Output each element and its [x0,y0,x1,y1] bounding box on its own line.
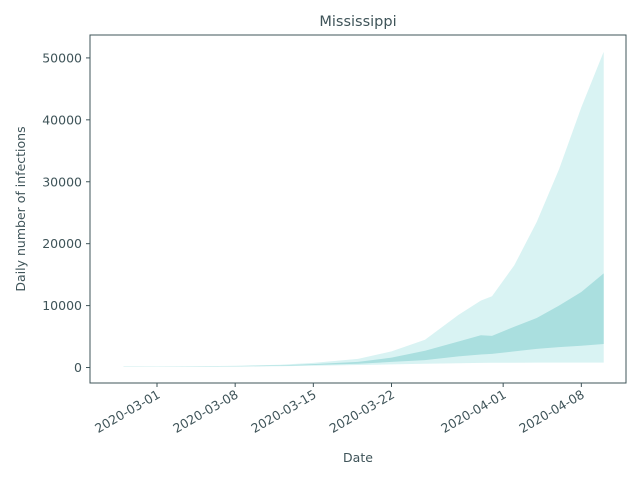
bands [123,51,604,367]
y-tick-label: 50000 [42,50,82,65]
y-tick-label: 30000 [42,174,82,189]
interval-band-1 [123,51,604,367]
x-tick-label: 2020-04-01 [438,387,508,436]
x-axis-label: Date [343,450,373,465]
axes [89,34,627,384]
y-tick-label: 40000 [42,112,82,127]
y-tick-label: 0 [74,360,82,375]
interval-band-2 [123,273,604,367]
x-tick-label: 2020-03-08 [170,387,240,436]
x-tick-label: 2020-03-15 [248,387,318,436]
x-tick-label: 2020-03-22 [327,387,397,436]
plot-frame [89,34,627,384]
x-tick-label: 2020-03-01 [92,387,162,436]
y-tick-label: 10000 [42,298,82,313]
x-tick-label: 2020-04-08 [516,387,586,436]
chart-title: Mississippi [319,14,396,30]
y-tick-label: 20000 [42,236,82,251]
y-axis-label: Daily number of infections [13,126,28,291]
